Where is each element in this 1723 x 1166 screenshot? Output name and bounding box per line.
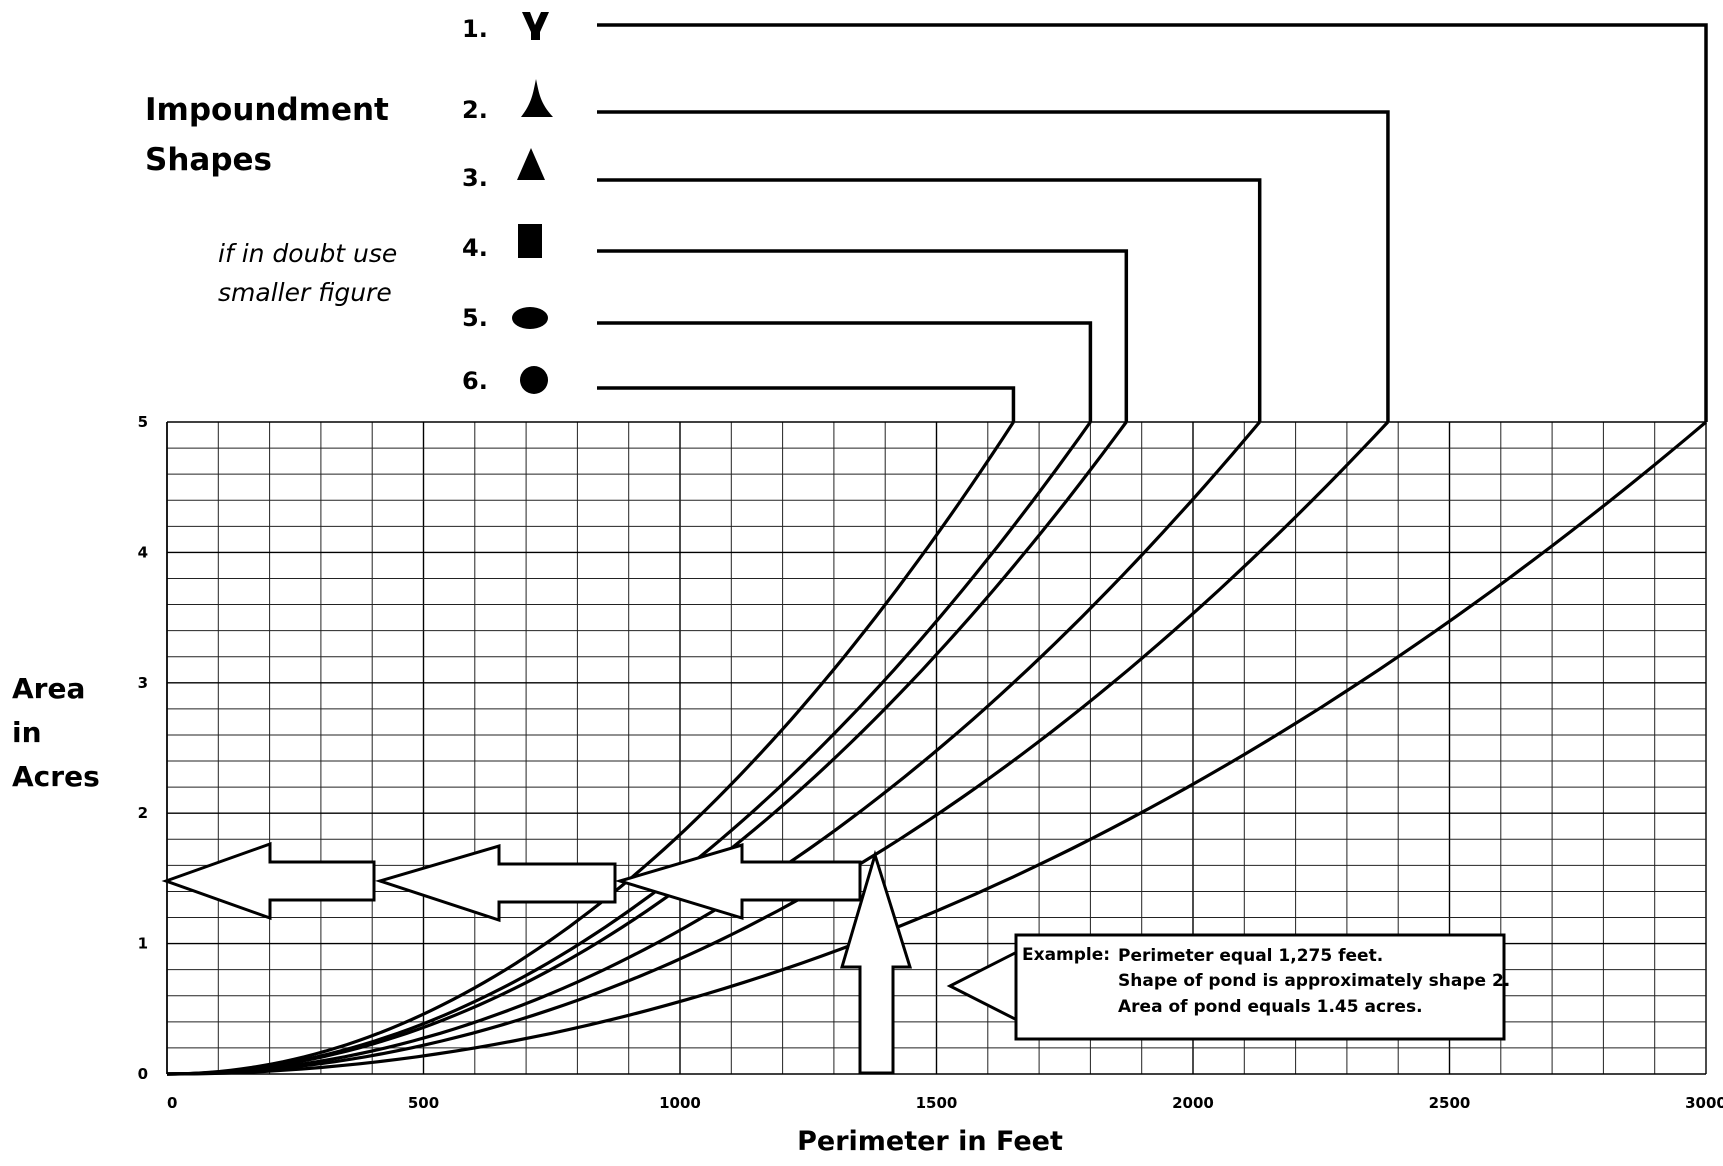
chart-curves [166, 420, 1708, 1076]
curve-shape-6 [166, 421, 1015, 1076]
chart-tick-labels: 0 500 1000 1500 2000 2500 3000 0 1 2 3 4 5 [138, 413, 1723, 1112]
legend-item-2-label: 2. [462, 96, 488, 124]
x-tick-label: 2000 [1172, 1094, 1214, 1112]
legend-note-line-2: smaller figure [218, 278, 392, 307]
legend-title-line-2: Shapes [145, 142, 272, 178]
example-line-1: Perimeter equal 1,275 feet. [1118, 946, 1383, 966]
curve-shape-3 [166, 420, 1261, 1076]
triangle-icon [517, 148, 545, 180]
legend-item-4-label: 4. [462, 234, 488, 262]
leader-line-shape-4 [597, 249, 1129, 422]
y-tick-label: 1 [138, 935, 148, 953]
legend-item-1-label: 1. [462, 15, 488, 43]
x-tick-label: 2500 [1429, 1094, 1471, 1112]
x-tick-label: 1500 [916, 1094, 958, 1112]
left-arrow-1 [161, 841, 376, 921]
x-tick-label: 500 [408, 1094, 439, 1112]
x-tick-label: 3000 [1685, 1094, 1723, 1112]
y-tick-label: 3 [138, 674, 148, 692]
left-arrow-3 [614, 842, 862, 921]
leader-line-shape-6 [597, 386, 1016, 422]
y-tick-label: 0 [138, 1065, 148, 1083]
legend-item-6-label: 6. [462, 367, 488, 395]
y-tick-label: 5 [138, 413, 148, 431]
legend-title-line-1: Impoundment [145, 92, 389, 128]
y-tick-label: 2 [138, 804, 148, 822]
y-shape-icon [522, 12, 549, 40]
example-line-3: Area of pond equals 1.45 acres. [1118, 997, 1423, 1017]
circle-icon [520, 366, 548, 394]
y-axis-title-line-1: Area [12, 672, 85, 705]
narrow-triangle-icon [521, 79, 553, 117]
curve-shape-1 [166, 420, 1708, 1076]
example-line-2: Shape of pond is approximately shape 2. [1118, 971, 1510, 991]
up-arrow [839, 849, 913, 1075]
pointer-arrow [946, 949, 1019, 1023]
x-tick-label: 0 [167, 1094, 177, 1112]
y-tick-label: 4 [138, 543, 148, 561]
legend-note-line-1: if in doubt use [218, 239, 397, 268]
x-axis-title: Perimeter in Feet [797, 1126, 1063, 1157]
leader-line-shape-5 [597, 321, 1093, 422]
example-label: Example: [1022, 945, 1110, 965]
y-axis-title-line-2: in [12, 716, 42, 749]
leader-line-shape-2 [597, 110, 1390, 422]
left-arrow-2 [374, 843, 617, 923]
curve-shape-2 [166, 420, 1390, 1076]
y-axis-title-line-3: Acres [12, 760, 100, 793]
example-box [1014, 933, 1506, 1041]
legend-item-5-label: 5. [462, 304, 488, 332]
x-tick-label: 1000 [659, 1094, 701, 1112]
ellipse-icon [512, 307, 548, 329]
curve-shape-5 [166, 421, 1092, 1076]
leader-line-shape-1 [597, 23, 1708, 422]
legend-item-3-label: 3. [462, 164, 488, 192]
rectangle-icon [518, 224, 542, 258]
leader-line-shape-3 [597, 178, 1262, 422]
example-arrows [161, 841, 1019, 1075]
legend-leader-lines [597, 23, 1708, 422]
